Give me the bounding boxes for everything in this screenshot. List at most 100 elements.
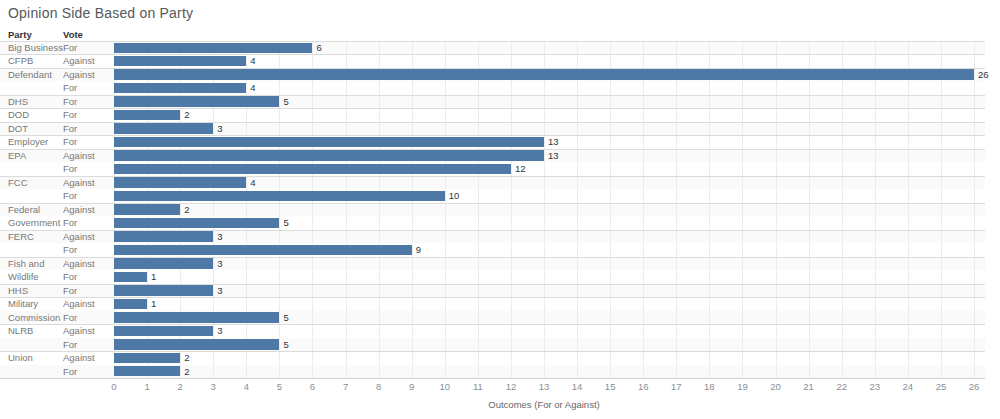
- vote-label: Against: [63, 149, 113, 162]
- bar-value-label: 10: [449, 189, 460, 202]
- bar-value-label: 2: [184, 351, 189, 364]
- bar[interactable]: [114, 272, 147, 282]
- gridline: [412, 41, 413, 378]
- x-tick-label: 19: [737, 381, 748, 392]
- gridline: [445, 41, 446, 378]
- x-tick-label: 3: [211, 381, 216, 392]
- bar[interactable]: [114, 191, 445, 201]
- party-label: FERC: [8, 230, 65, 243]
- party-label: Fish and Wildlife: [8, 257, 65, 284]
- bar[interactable]: [114, 137, 544, 147]
- gridline: [246, 41, 247, 378]
- vote-label: For: [63, 189, 113, 202]
- gridline: [809, 41, 810, 378]
- bar[interactable]: [114, 164, 511, 174]
- x-tick-label: 4: [244, 381, 249, 392]
- bar[interactable]: [114, 204, 180, 214]
- bar[interactable]: [114, 69, 974, 79]
- x-tick-label: 10: [439, 381, 450, 392]
- gridline: [511, 41, 512, 378]
- x-tick-label: 0: [111, 381, 116, 392]
- bar[interactable]: [114, 96, 279, 106]
- bar[interactable]: [114, 285, 213, 295]
- party-label: HHS: [8, 284, 65, 297]
- x-tick-label: 23: [869, 381, 880, 392]
- x-tick-label: 26: [969, 381, 980, 392]
- bar-value-label: 3: [217, 230, 222, 243]
- x-tick-label: 20: [770, 381, 781, 392]
- bar[interactable]: [114, 258, 213, 268]
- vote-label: For: [63, 162, 113, 175]
- party-label: NLRB: [8, 324, 65, 337]
- gridline: [974, 41, 975, 378]
- bar-value-label: 4: [250, 81, 255, 94]
- plot-area: Big BusinessFor6CFPBAgainst4DefendantAga…: [0, 41, 1000, 378]
- vote-label: For: [63, 122, 113, 135]
- party-label: Big Business: [8, 41, 65, 54]
- x-tick-label: 7: [343, 381, 348, 392]
- bar-value-label: 13: [548, 149, 559, 162]
- gridline: [610, 41, 611, 378]
- vote-label: Against: [63, 351, 113, 364]
- gridline: [312, 41, 313, 378]
- bar[interactable]: [114, 56, 246, 66]
- x-tick-label: 9: [409, 381, 414, 392]
- bar[interactable]: [114, 312, 279, 322]
- vote-label: Against: [63, 257, 113, 270]
- vote-label: For: [63, 81, 113, 94]
- bar[interactable]: [114, 353, 180, 363]
- vote-label: For: [63, 338, 113, 351]
- bar[interactable]: [114, 326, 213, 336]
- bar-value-label: 3: [217, 324, 222, 337]
- gridline: [544, 41, 545, 378]
- party-label: Defendant: [8, 68, 65, 81]
- bar[interactable]: [114, 218, 279, 228]
- vote-label: Against: [63, 68, 113, 81]
- party-column-header: Party: [8, 29, 32, 41]
- vote-label: Against: [63, 297, 113, 310]
- bar[interactable]: [114, 110, 180, 120]
- x-tick-label: 2: [177, 381, 182, 392]
- x-tick-label: 6: [310, 381, 315, 392]
- x-tick-label: 17: [671, 381, 682, 392]
- x-tick-label: 15: [605, 381, 616, 392]
- bar[interactable]: [114, 43, 312, 53]
- bar[interactable]: [114, 231, 213, 241]
- bar[interactable]: [114, 339, 279, 349]
- bar[interactable]: [114, 150, 544, 160]
- bar[interactable]: [114, 123, 213, 133]
- x-tick-label: 18: [704, 381, 715, 392]
- bar-value-label: 4: [250, 54, 255, 67]
- vote-column-header: Vote: [63, 29, 83, 41]
- party-label: DOD: [8, 108, 65, 121]
- x-axis-title: Outcomes (For or Against): [114, 399, 974, 410]
- bar-value-label: 5: [283, 216, 288, 229]
- bar[interactable]: [114, 245, 412, 255]
- bar-value-label: 5: [283, 311, 288, 324]
- party-label: EPA: [8, 149, 65, 162]
- bar-value-label: 5: [283, 338, 288, 351]
- gridline: [577, 41, 578, 378]
- bar[interactable]: [114, 83, 246, 93]
- vote-label: For: [63, 135, 113, 148]
- bar-value-label: 1: [151, 297, 156, 310]
- bar-value-label: 13: [548, 135, 559, 148]
- vote-label: For: [63, 365, 113, 378]
- x-tick-label: 1: [144, 381, 149, 392]
- x-tick-label: 16: [638, 381, 649, 392]
- bar[interactable]: [114, 177, 246, 187]
- vote-label: Against: [63, 324, 113, 337]
- bar-value-label: 4: [250, 176, 255, 189]
- party-label: Military Commission: [8, 297, 65, 324]
- x-tick-label: 22: [836, 381, 847, 392]
- gridline: [776, 41, 777, 378]
- bar[interactable]: [114, 299, 147, 309]
- party-label: Employer: [8, 135, 65, 148]
- x-tick-label: 14: [572, 381, 583, 392]
- bar-value-label: 2: [184, 108, 189, 121]
- party-label: Union: [8, 351, 65, 364]
- bar-value-label: 6: [316, 41, 321, 54]
- chart-title: Opinion Side Based on Party: [8, 5, 193, 21]
- x-tick-label: 8: [376, 381, 381, 392]
- bar[interactable]: [114, 366, 180, 376]
